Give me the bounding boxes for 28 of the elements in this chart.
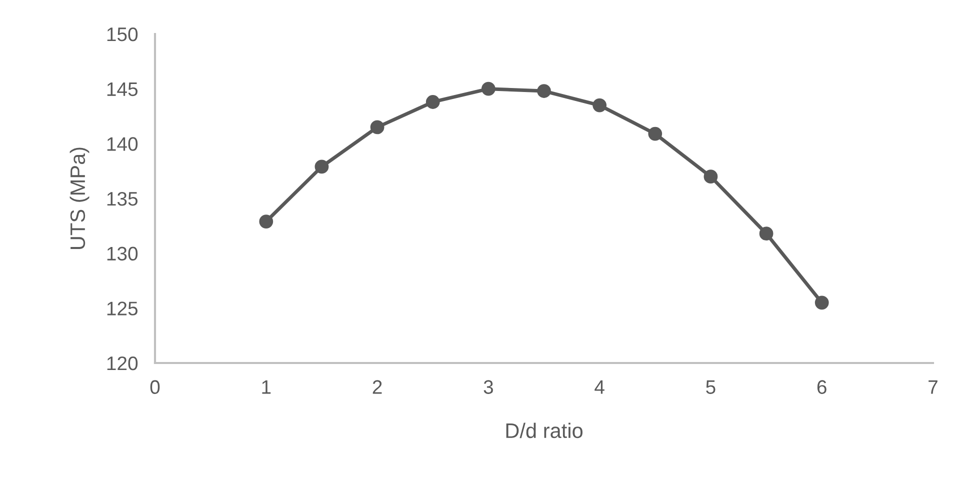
x-tick-label: 1 (262, 380, 271, 394)
y-tick-label: 135 (107, 192, 138, 206)
y-tick-label: 120 (107, 356, 138, 370)
x-tick-label: 4 (594, 380, 604, 394)
point (704, 170, 718, 184)
y-axis-title: UTS (MPa) (70, 148, 90, 249)
y-tick-label: 130 (107, 246, 138, 261)
y-tick-label: 150 (107, 27, 138, 42)
x-tick-label: 6 (817, 380, 826, 394)
x-tick-label: 7 (928, 380, 938, 394)
point (259, 214, 274, 228)
point (537, 84, 551, 98)
point (481, 82, 496, 96)
y-tick-label: 125 (107, 302, 138, 316)
x-tick-label: 0 (150, 380, 160, 394)
point (814, 296, 829, 310)
point (592, 98, 607, 112)
x-tick-label: 3 (484, 380, 493, 394)
point (648, 126, 662, 141)
x-tick-label: 2 (372, 380, 382, 394)
point (314, 160, 329, 174)
point (370, 120, 384, 134)
x-tick-label: 5 (706, 380, 716, 394)
y-tick-label: 140 (107, 137, 138, 151)
y-tick-label: 145 (107, 82, 138, 96)
point (426, 95, 440, 109)
point (759, 226, 774, 241)
x-axis-title: D/d ratio (506, 422, 582, 438)
